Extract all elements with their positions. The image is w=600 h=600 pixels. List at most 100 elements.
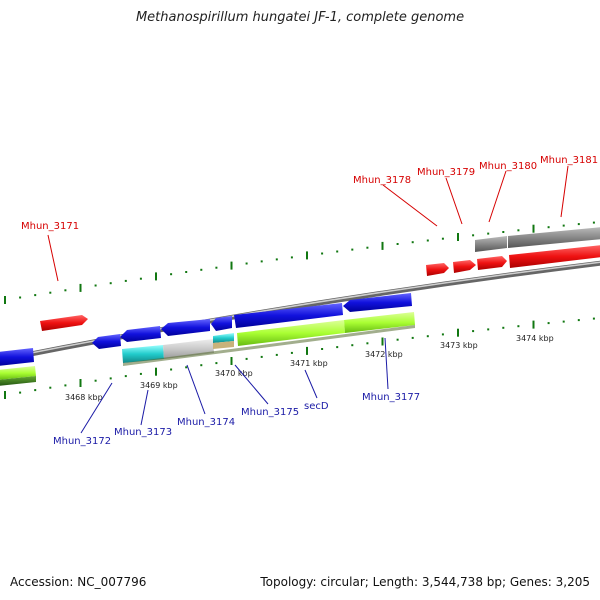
upper-minor-tick (200, 268, 203, 271)
tick-row-upper (4, 221, 595, 304)
feature-bar-gray-3180 (475, 236, 507, 252)
upper-minor-tick (366, 246, 369, 249)
lower-major-tick (532, 320, 535, 329)
label-mhun-3175[interactable]: Mhun_3175 (241, 407, 299, 418)
gene-arrow-secd[interactable] (234, 303, 343, 328)
label-mhun-3171[interactable]: Mhun_3171 (21, 221, 79, 232)
lower-minor-tick (139, 372, 142, 375)
upper-major-tick (230, 261, 233, 270)
gene-arrow-mhun-3180[interactable] (477, 256, 507, 270)
lower-minor-tick (200, 364, 203, 367)
upper-major-tick (155, 272, 157, 281)
upper-major-tick (4, 296, 6, 304)
kbp-label-3471: 3471 kbp (290, 359, 328, 368)
label-mhun-3179[interactable]: Mhun_3179 (417, 167, 475, 178)
feature-bar-tan-small (213, 341, 234, 349)
gene-arrow-mhun-3178[interactable] (426, 263, 449, 276)
lower-minor-tick (502, 326, 505, 329)
gene-arrow-mhun-3181[interactable] (509, 245, 600, 268)
lower-minor-tick (517, 325, 520, 328)
upper-minor-tick (185, 271, 188, 273)
forward-strand-features (40, 227, 600, 331)
lower-minor-tick (34, 389, 37, 392)
feature-bar-darkgreen-left (0, 376, 36, 386)
lower-minor-tick (592, 317, 595, 320)
upper-minor-tick (472, 234, 475, 237)
lower-minor-tick (336, 346, 339, 349)
upper-major-tick (532, 224, 535, 233)
upper-minor-tick (215, 266, 218, 269)
upper-minor-tick (487, 232, 490, 235)
label-mhun-3173[interactable]: Mhun_3173 (114, 427, 172, 438)
lower-minor-tick (396, 338, 399, 341)
upper-minor-tick (562, 224, 565, 227)
kbp-label-3472: 3472 kbp (365, 350, 403, 359)
lower-major-tick (381, 337, 384, 346)
feature-bar-green-3177 (344, 312, 415, 333)
lower-minor-tick (441, 333, 444, 336)
upper-minor-tick (396, 243, 399, 245)
upper-minor-tick (64, 289, 67, 292)
upper-minor-tick (321, 252, 324, 255)
kbp-label-3473: 3473 kbp (440, 341, 478, 350)
upper-minor-tick (124, 279, 127, 282)
label-mhun-3177[interactable]: Mhun_3177 (362, 392, 420, 403)
lower-minor-tick (260, 355, 263, 358)
label-mhun-3178[interactable]: Mhun_3178 (353, 175, 411, 186)
lower-major-tick (306, 346, 308, 355)
upper-minor-tick (260, 260, 263, 263)
lower-minor-tick (245, 357, 248, 360)
upper-major-tick (306, 251, 308, 260)
upper-minor-tick (139, 277, 142, 280)
feature-bar-cyan-small (213, 333, 234, 343)
lower-minor-tick (411, 336, 414, 339)
reverse-strand-features (0, 293, 415, 386)
lower-major-tick (230, 357, 233, 365)
upper-minor-tick (245, 262, 248, 265)
topology-text: Topology: circular; Length: 3,544,738 bp… (260, 575, 590, 589)
leader-lines-bottom (80, 337, 389, 434)
upper-minor-tick (34, 294, 37, 297)
lower-minor-tick (562, 320, 565, 323)
upper-minor-tick (170, 273, 173, 276)
upper-major-tick (79, 283, 82, 292)
lower-minor-tick (64, 384, 67, 387)
gene-arrow-mhun-3175[interactable] (211, 316, 232, 331)
upper-minor-tick (502, 231, 505, 233)
tick-row-lower (4, 317, 595, 399)
lower-major-tick (79, 379, 82, 387)
lower-minor-tick (275, 353, 278, 356)
gene-arrow-mhun-3174[interactable] (161, 319, 210, 336)
lower-minor-tick (321, 348, 324, 350)
upper-minor-tick (275, 258, 278, 261)
lower-minor-tick (49, 386, 52, 389)
gene-labels-bottom: Mhun_3172 Mhun_3173 Mhun_3174 Mhun_3175 … (53, 392, 420, 447)
lower-minor-tick (426, 335, 429, 338)
upper-minor-tick (547, 226, 550, 229)
lower-major-tick (155, 367, 157, 376)
kbp-label-3474: 3474 kbp (516, 334, 554, 343)
label-mhun-3174[interactable]: Mhun_3174 (177, 417, 235, 428)
kbp-scale-labels: 3468 kbp 3469 kbp 3470 kbp 3471 kbp 3472… (65, 334, 554, 402)
gene-arrow-mhun-3173[interactable] (120, 326, 161, 342)
label-mhun-3181[interactable]: Mhun_3181 (540, 155, 598, 166)
gene-arrow-mhun-3172[interactable] (92, 334, 121, 349)
label-mhun-3172[interactable]: Mhun_3172 (53, 436, 111, 447)
lower-minor-tick (290, 351, 293, 354)
gene-labels-top: Mhun_3171 Mhun_3178 Mhun_3179 Mhun_3180 … (21, 155, 598, 232)
gene-arrow-left-edge[interactable] (0, 348, 34, 366)
lower-minor-tick (185, 366, 188, 369)
lower-minor-tick (109, 377, 112, 380)
feature-bar-gray-3181 (508, 227, 600, 248)
gene-arrow-mhun-3171[interactable] (40, 315, 88, 331)
feature-bar-shadow (123, 325, 415, 366)
gene-arrow-mhun-3179[interactable] (453, 260, 476, 273)
lower-minor-tick (351, 344, 354, 347)
lower-minor-tick (547, 322, 550, 325)
label-secd[interactable]: secD (304, 401, 329, 412)
kbp-label-3469: 3469 kbp (140, 381, 178, 390)
lower-major-tick (4, 391, 6, 399)
gene-arrow-mhun-3177[interactable] (343, 293, 412, 312)
label-mhun-3180[interactable]: Mhun_3180 (479, 161, 537, 172)
